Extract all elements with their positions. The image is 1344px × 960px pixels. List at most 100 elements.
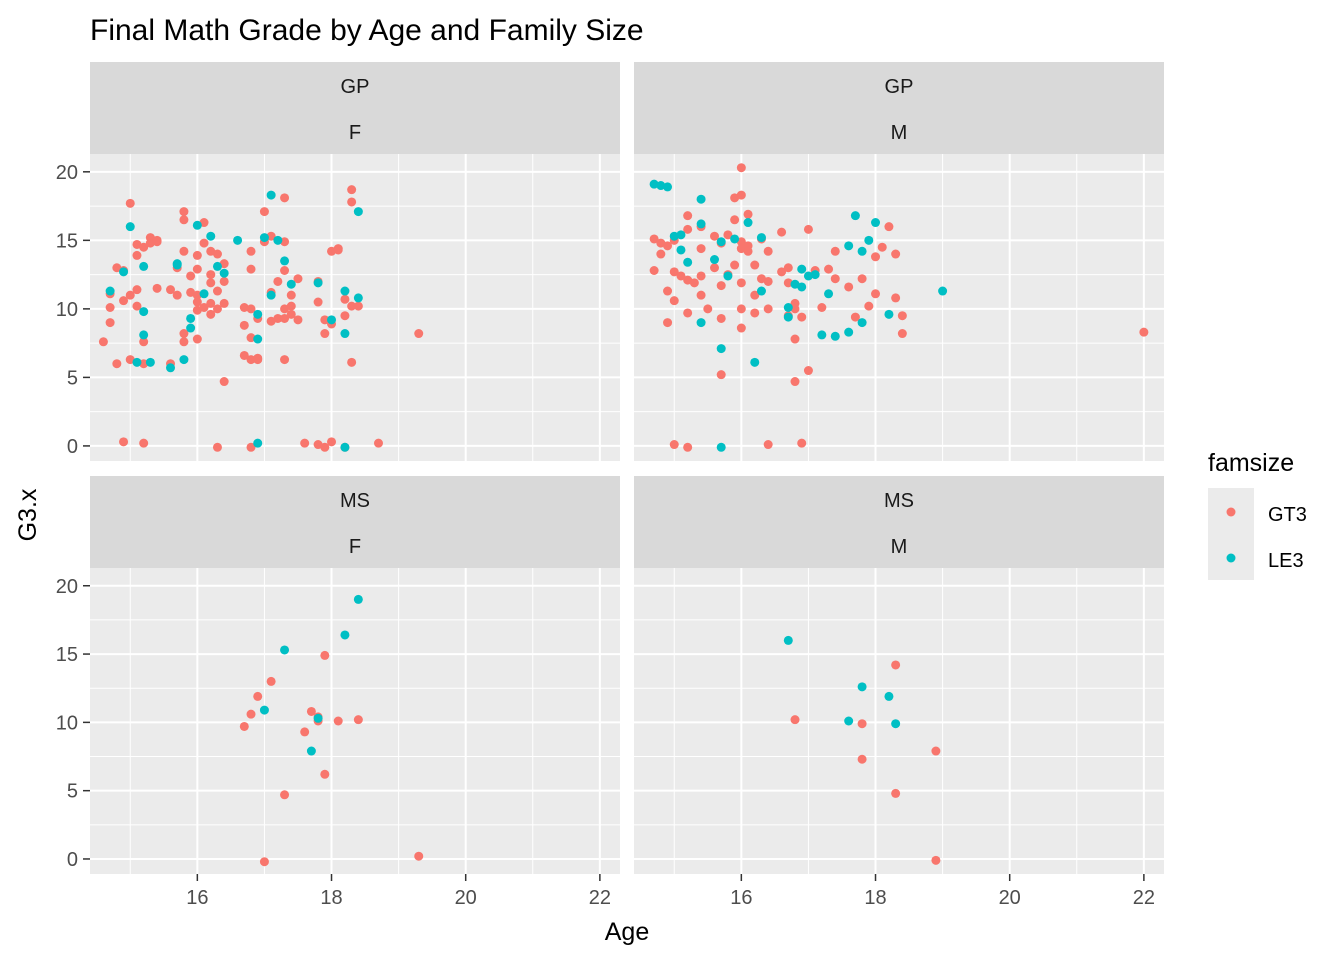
data-point-gt3 <box>710 231 720 241</box>
data-point-gt3 <box>300 438 310 448</box>
data-point-gt3 <box>266 231 276 241</box>
data-point-le3 <box>353 207 363 217</box>
data-point-le3 <box>353 594 363 604</box>
data-point-gt3 <box>736 304 746 314</box>
data-point-gt3 <box>152 237 162 247</box>
data-point-le3 <box>716 237 726 247</box>
data-point-gt3 <box>313 297 323 307</box>
data-point-le3 <box>857 682 867 692</box>
strip-label-school: GP <box>341 76 370 98</box>
data-point-gt3 <box>750 260 760 270</box>
data-point-gt3 <box>280 313 290 323</box>
y-tick-label: 0 <box>67 849 78 871</box>
data-point-gt3 <box>320 769 330 779</box>
data-point-gt3 <box>871 289 881 299</box>
data-point-gt3 <box>179 337 189 347</box>
data-point-gt3 <box>246 333 256 343</box>
data-point-gt3 <box>253 353 263 363</box>
data-point-le3 <box>756 233 766 243</box>
data-point-gt3 <box>830 246 840 256</box>
data-point-gt3 <box>763 276 773 286</box>
x-tick-label: 20 <box>455 887 477 909</box>
data-point-gt3 <box>824 264 834 274</box>
data-point-le3 <box>656 181 666 191</box>
data-point-gt3 <box>125 198 135 208</box>
data-point-gt3 <box>649 265 659 275</box>
data-point-gt3 <box>192 290 202 300</box>
data-point-gt3 <box>716 370 726 380</box>
legend-label-gt3: GT3 <box>1268 504 1307 526</box>
data-point-le3 <box>212 261 222 271</box>
data-point-le3 <box>179 355 189 365</box>
data-point-le3 <box>864 235 874 245</box>
data-point-le3 <box>891 719 901 729</box>
data-point-gt3 <box>817 303 827 312</box>
data-point-gt3 <box>716 281 726 291</box>
legend-key-background <box>1208 488 1254 580</box>
data-point-gt3 <box>683 211 693 221</box>
data-point-gt3 <box>206 270 216 280</box>
data-point-gt3 <box>871 252 881 262</box>
data-point-gt3 <box>743 246 753 256</box>
data-point-le3 <box>313 278 323 288</box>
data-point-gt3 <box>286 301 296 311</box>
data-point-le3 <box>783 312 793 322</box>
data-point-gt3 <box>669 440 679 450</box>
data-point-le3 <box>340 286 350 296</box>
data-point-gt3 <box>192 250 202 260</box>
data-point-le3 <box>743 218 753 228</box>
data-point-gt3 <box>790 334 800 344</box>
data-point-gt3 <box>696 271 706 281</box>
data-point-gt3 <box>777 227 787 237</box>
data-point-le3 <box>353 293 363 303</box>
data-point-gt3 <box>783 278 793 288</box>
data-point-gt3 <box>790 377 800 387</box>
data-point-gt3 <box>259 857 269 867</box>
data-point-gt3 <box>736 190 746 200</box>
data-point-gt3 <box>246 264 256 274</box>
data-point-gt3 <box>891 249 901 259</box>
data-point-gt3 <box>736 323 746 333</box>
x-tick-label: 18 <box>320 887 342 909</box>
data-point-le3 <box>253 334 263 344</box>
data-point-gt3 <box>696 244 706 254</box>
data-point-gt3 <box>280 237 290 247</box>
panel-ms-m: MS M 16 18 20 22 <box>634 476 1164 909</box>
data-point-gt3 <box>877 242 887 252</box>
data-point-gt3 <box>347 301 357 311</box>
data-point-le3 <box>884 691 894 701</box>
data-point-gt3 <box>306 706 316 716</box>
data-point-le3 <box>857 246 867 256</box>
data-point-gt3 <box>273 313 283 323</box>
data-point-le3 <box>824 289 834 299</box>
data-point-le3 <box>857 318 867 328</box>
data-point-le3 <box>340 329 350 339</box>
data-point-gt3 <box>119 296 129 306</box>
strip-gp-f <box>90 62 620 154</box>
data-point-gt3 <box>891 660 901 670</box>
data-point-gt3 <box>414 329 424 339</box>
data-point-le3 <box>139 261 149 271</box>
data-point-le3 <box>286 279 296 289</box>
data-point-gt3 <box>266 676 276 686</box>
data-point-gt3 <box>179 246 189 256</box>
data-point-gt3 <box>347 357 357 367</box>
data-point-gt3 <box>730 215 740 225</box>
y-tick-label: 0 <box>67 436 78 458</box>
legend-title: famsize <box>1208 449 1294 477</box>
data-point-gt3 <box>280 790 290 800</box>
data-point-le3 <box>649 179 659 189</box>
data-point-gt3 <box>199 303 209 312</box>
data-point-gt3 <box>219 298 229 308</box>
data-point-gt3 <box>736 278 746 288</box>
data-point-gt3 <box>656 249 666 259</box>
data-point-gt3 <box>844 282 854 292</box>
data-point-gt3 <box>293 274 303 284</box>
data-point-le3 <box>139 330 149 340</box>
panel-ms-f: MS F 0 5 10 15 20 16 18 20 22 <box>56 476 620 909</box>
data-point-gt3 <box>139 337 149 347</box>
data-point-gt3 <box>897 329 907 339</box>
data-point-le3 <box>266 190 276 200</box>
data-point-gt3 <box>259 207 269 217</box>
